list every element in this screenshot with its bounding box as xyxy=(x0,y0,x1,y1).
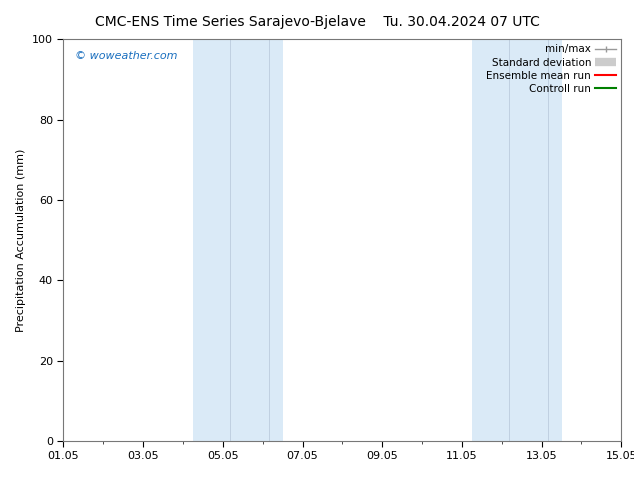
Bar xyxy=(193,39,283,441)
Y-axis label: Precipitation Accumulation (mm): Precipitation Accumulation (mm) xyxy=(16,148,27,332)
Bar xyxy=(472,39,562,441)
Legend: min/max, Standard deviation, Ensemble mean run, Controll run: min/max, Standard deviation, Ensemble me… xyxy=(486,45,616,94)
Text: CMC-ENS Time Series Sarajevo-Bjelave    Tu. 30.04.2024 07 UTC: CMC-ENS Time Series Sarajevo-Bjelave Tu.… xyxy=(94,15,540,29)
Text: © woweather.com: © woweather.com xyxy=(75,51,177,61)
